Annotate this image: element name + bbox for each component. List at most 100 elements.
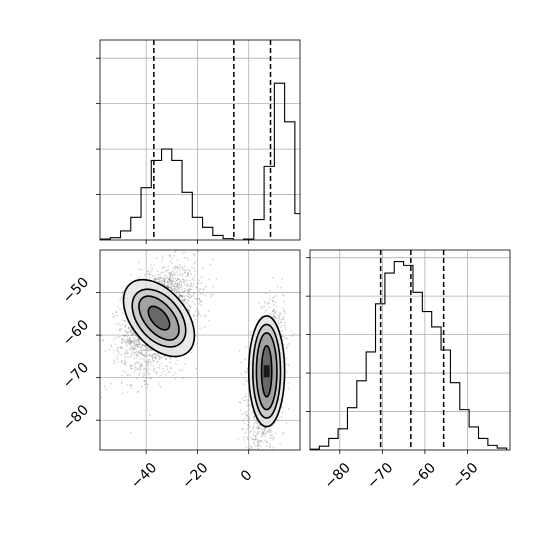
scatter-point [285, 328, 287, 331]
scatter-point [173, 285, 176, 288]
histogram-bin [131, 217, 141, 240]
scatter-point [245, 446, 247, 449]
scatter-point [140, 345, 143, 348]
scatter-point [170, 262, 173, 264]
scatter-point [246, 379, 249, 382]
scatter-point [258, 442, 260, 445]
scatter-point [173, 290, 175, 292]
scatter-point [124, 329, 126, 332]
scatter-point [131, 346, 134, 348]
scatter-point [124, 362, 127, 365]
scatter-point [273, 316, 276, 318]
scatter-point [163, 265, 166, 268]
scatter-point [117, 306, 119, 308]
scatter-point [117, 350, 120, 353]
scatter-point [128, 336, 131, 339]
scatter-point [255, 427, 258, 429]
scatter-point [138, 338, 140, 340]
scatter-point [162, 368, 164, 370]
scatter-point [138, 343, 141, 346]
scatter-point [157, 273, 160, 276]
scatter-point [130, 340, 133, 343]
scatter-point [112, 349, 115, 351]
scatter-point [283, 326, 286, 329]
scatter-point [183, 287, 186, 290]
scatter-point [186, 302, 188, 305]
scatter-point [125, 352, 127, 354]
scatter-point [207, 310, 210, 312]
scatter-point [127, 373, 129, 376]
histogram-bin [151, 160, 161, 240]
scatter-point [183, 299, 185, 301]
scatter-point [256, 433, 259, 435]
scatter-point [100, 334, 103, 337]
scatter-point [241, 398, 243, 400]
scatter-point [283, 310, 285, 312]
scatter-point [244, 399, 247, 401]
scatter-point [256, 427, 259, 429]
scatter-point [293, 333, 296, 335]
scatter-point [180, 283, 183, 285]
scatter-point [186, 305, 189, 308]
scatter-point [288, 342, 290, 345]
scatter-point [285, 346, 288, 349]
scatter-point [130, 329, 132, 332]
scatter-point [239, 401, 242, 404]
scatter-point [176, 288, 178, 290]
scatter-point [179, 272, 182, 275]
scatter-point [271, 434, 274, 436]
scatter-point [239, 409, 242, 411]
scatter-point [181, 294, 184, 296]
scatter-point [178, 369, 181, 371]
scatter-point [129, 367, 132, 369]
scatter-point [167, 371, 170, 374]
scatter-point [162, 271, 165, 274]
scatter-point [184, 298, 187, 301]
scatter-point [136, 367, 139, 370]
scatter-point [255, 438, 257, 440]
scatter-point [153, 367, 155, 370]
scatter-point [188, 309, 191, 312]
scatter-point [250, 446, 253, 448]
scatter-point [126, 345, 128, 347]
scatter-point [100, 396, 103, 399]
scatter-point [153, 369, 155, 371]
scatter-point [274, 316, 276, 318]
scatter-point [163, 355, 166, 357]
scatter-point [134, 369, 137, 372]
scatter-point [282, 433, 284, 436]
scatter-point [248, 421, 250, 424]
scatter-point [145, 352, 148, 355]
scatter-point [197, 282, 200, 284]
scatter-point [124, 325, 126, 328]
scatter-point [194, 261, 197, 263]
scatter-point [180, 295, 182, 297]
scatter-point [138, 350, 140, 353]
scatter-point [273, 315, 276, 318]
scatter-point [144, 349, 147, 352]
scatter-point [141, 351, 143, 354]
scatter-point [146, 386, 148, 389]
scatter-point [139, 351, 142, 354]
scatter-point [144, 360, 146, 363]
scatter-point [181, 274, 184, 277]
scatter-point [183, 283, 186, 286]
scatter-point [263, 469, 265, 471]
scatter-point [179, 286, 182, 289]
scatter-point [245, 458, 247, 460]
scatter-point [132, 331, 135, 334]
scatter-point [192, 253, 195, 255]
scatter-point [208, 319, 210, 322]
scatter-point [260, 315, 263, 317]
scatter-point [134, 344, 137, 347]
scatter-point [257, 444, 259, 447]
scatter-point [127, 327, 129, 330]
scatter-point [267, 430, 270, 432]
scatter-point [126, 374, 129, 376]
scatter-point [259, 424, 261, 427]
scatter-point [148, 362, 150, 365]
histogram-step-line [100, 82, 300, 240]
scatter-point [269, 433, 272, 436]
scatter-point [147, 361, 149, 364]
scatter-point [261, 433, 264, 435]
